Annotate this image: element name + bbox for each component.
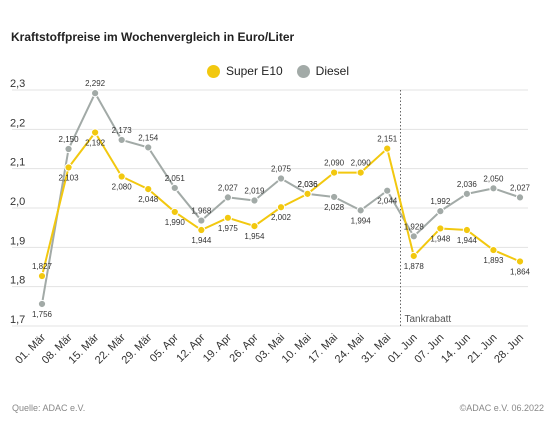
x-tick-label: 05. Apr [148,331,181,364]
legend-label-super-e10: Super E10 [225,64,283,78]
data-point-super-e10 [37,271,47,281]
data-point-super-e10 [330,168,339,177]
data-point-diesel [436,207,445,216]
data-point-diesel [64,144,73,154]
data-label-super-e10: 2,090 [324,159,345,168]
data-point-super-e10 [91,128,100,137]
data-label-diesel: 2,019 [244,187,265,196]
data-point-super-e10 [144,185,153,194]
data-point-diesel [276,174,286,183]
y-tick-label: 2,0 [10,196,25,208]
data-label-diesel: 2,173 [112,126,133,135]
data-label-super-e10: 1,944 [191,236,212,245]
data-point-super-e10 [515,257,525,266]
x-tick-label: 29. Mär [119,331,154,366]
data-label-diesel: 2,292 [85,79,106,88]
data-label-diesel: 2,027 [218,183,239,192]
data-label-diesel: 2,154 [138,133,159,142]
data-label-super-e10: 1,827 [32,262,53,271]
data-point-diesel [462,189,471,198]
data-point-super-e10 [383,144,392,153]
data-point-diesel [223,193,232,202]
data-point-super-e10 [117,172,126,181]
data-label-super-e10: 1,948 [430,234,451,243]
data-label-super-e10: 2,002 [271,213,292,222]
data-point-diesel [144,143,153,152]
data-label-super-e10: 1,944 [457,236,478,245]
data-label-diesel: 2,028 [324,203,345,212]
y-tick-label: 1,7 [10,314,25,326]
x-tick-label: 19. Apr [201,331,234,364]
y-tick-label: 2,1 [10,157,25,169]
data-label-diesel: 1,992 [430,197,451,206]
data-point-diesel [91,89,100,98]
data-point-super-e10 [436,224,445,233]
y-tick-label: 1,8 [10,275,25,287]
data-label-super-e10: 2,048 [138,195,159,204]
data-point-diesel [330,192,339,202]
data-label-super-e10: 1,975 [218,224,239,233]
data-label-diesel: 1,994 [351,216,372,225]
copyright-note: ©ADAC e.V. 06.2022 [459,403,544,413]
data-label-super-e10: 1,878 [404,262,425,271]
data-point-diesel [356,206,365,215]
data-point-super-e10 [356,168,365,177]
source-note: Quelle: ADAC e.V. [12,403,86,413]
data-label-super-e10: 2,036 [298,180,319,189]
y-tick-label: 2,3 [10,78,25,90]
data-label-diesel: 1,756 [32,310,53,319]
data-label-diesel: 2,036 [457,180,478,189]
legend-label-diesel: Diesel [315,64,350,78]
data-point-super-e10 [276,203,286,212]
data-point-diesel [383,186,392,195]
data-label-diesel: 1,928 [404,222,425,231]
data-label-diesel: 2,036 [298,180,319,189]
data-label-diesel: 2,044 [377,197,398,206]
data-point-diesel [250,196,259,205]
chart-title: Kraftstoffpreise im Wochenvergleich in E… [11,30,295,44]
data-label-diesel: 2,150 [59,135,80,144]
legend-swatch-diesel [296,64,310,78]
legend-item-diesel: Diesel [296,64,350,78]
data-label-super-e10: 1,893 [483,256,504,265]
data-point-diesel [515,193,525,202]
data-label-super-e10: 1,990 [165,218,186,227]
data-point-diesel [37,299,47,309]
data-label-super-e10: 2,103 [59,173,80,182]
data-point-super-e10 [170,207,179,217]
data-point-super-e10 [250,221,259,231]
x-tick-label: 12. Apr [174,331,207,364]
legend-item-super-e10: Super E10 [206,64,283,78]
data-label-super-e10: 2,090 [351,159,372,168]
chart-legend: Super E10 Diesel [0,64,556,78]
y-tick-label: 2,2 [10,117,25,129]
data-label-diesel: 2,050 [483,174,504,183]
y-tick-label: 1,9 [10,235,25,247]
data-label-diesel: 2,027 [510,183,531,192]
legend-swatch-super-e10 [206,64,220,78]
data-label-super-e10: 2,151 [377,135,398,144]
annotation-label: Tankrabatt [405,314,452,325]
data-label-diesel: 2,075 [271,165,292,174]
data-point-super-e10 [303,189,312,198]
data-label-diesel: 2,051 [165,174,186,183]
data-point-super-e10 [462,225,471,235]
data-label-super-e10: 1,864 [510,267,531,276]
x-tick-label: 28. Jun [492,332,526,366]
data-point-super-e10 [409,251,418,261]
data-label-super-e10: 2,192 [85,138,106,147]
data-point-diesel [489,184,498,193]
data-point-super-e10 [197,225,206,235]
data-label-diesel: 1,968 [191,207,212,216]
data-point-super-e10 [64,163,73,172]
data-point-diesel [170,183,179,193]
data-label-super-e10: 2,080 [112,183,133,192]
data-point-super-e10 [489,245,498,255]
data-point-super-e10 [223,213,232,222]
data-point-diesel [117,135,126,145]
data-point-diesel [409,232,418,241]
data-label-super-e10: 1,954 [244,232,265,241]
data-point-diesel [197,216,206,225]
